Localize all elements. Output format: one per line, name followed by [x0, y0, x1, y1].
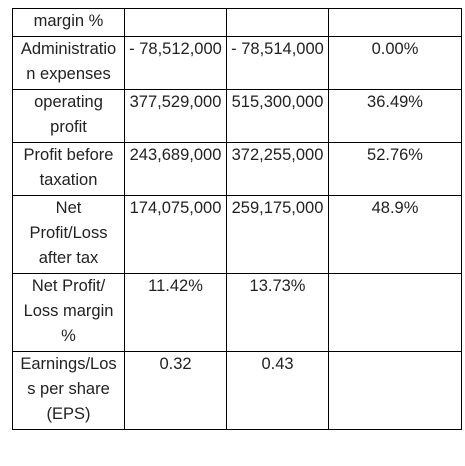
table-row: operating profit 377,529,000 515,300,000 36…	[12, 89, 462, 143]
table-cell: 52.76%	[328, 142, 462, 196]
table-cell: 13.73%	[226, 273, 329, 352]
financial-table: margin % Administration expenses - 78,512,…	[12, 8, 462, 430]
table-cell: 11.42%	[124, 273, 227, 352]
table-row: Profit before taxation 243,689,000 372,255…	[12, 142, 462, 196]
table-row: margin %	[12, 8, 462, 37]
table-row: Earnings/Loss per share (EPS) 0.32 0.43	[12, 351, 462, 430]
table-cell: 515,300,000	[226, 89, 329, 143]
row-label: Net Profit/ Loss margin %	[12, 273, 125, 352]
table-cell	[226, 8, 329, 37]
table-row: Net Profit/ Loss margin % 11.42% 13.73%	[12, 273, 462, 352]
table-body: margin % Administration expenses - 78,512,…	[12, 8, 462, 430]
table-cell: 0.32	[124, 351, 227, 430]
table-cell: - 78,514,000	[226, 36, 329, 90]
table-cell: 0.43	[226, 351, 329, 430]
table-cell: 0.00%	[328, 36, 462, 90]
row-label: Net Profit/Loss after tax	[12, 195, 125, 274]
table-cell: 259,175,000	[226, 195, 329, 274]
table-cell: 243,689,000	[124, 142, 227, 196]
table-cell	[328, 273, 462, 352]
table-cell: 377,529,000	[124, 89, 227, 143]
table-row: Net Profit/Loss after tax 174,075,000 259,…	[12, 195, 462, 274]
row-label: Administration expenses	[12, 36, 125, 90]
table-cell	[328, 351, 462, 430]
row-label: operating profit	[12, 89, 125, 143]
table-cell: 48.9%	[328, 195, 462, 274]
table-cell	[328, 8, 462, 37]
table-cell: 174,075,000	[124, 195, 227, 274]
table-row: Administration expenses - 78,512,000- 78,…	[12, 36, 462, 90]
row-label: Earnings/Loss per share (EPS)	[12, 351, 125, 430]
table-cell	[124, 8, 227, 37]
row-label: Profit before taxation	[12, 142, 125, 196]
row-label: margin %	[12, 8, 125, 37]
table-cell: 372,255,000	[226, 142, 329, 196]
table-cell: 36.49%	[328, 89, 462, 143]
table-cell: - 78,512,000	[124, 36, 227, 90]
